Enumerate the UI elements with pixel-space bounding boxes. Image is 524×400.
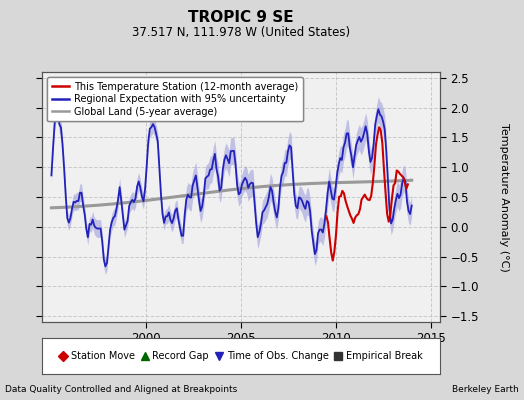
Text: TROPIC 9 SE: TROPIC 9 SE [188, 10, 294, 25]
Text: 37.517 N, 111.978 W (United States): 37.517 N, 111.978 W (United States) [132, 26, 350, 39]
Legend: This Temperature Station (12-month average), Regional Expectation with 95% uncer: This Temperature Station (12-month avera… [47, 77, 303, 122]
Text: Data Quality Controlled and Aligned at Breakpoints: Data Quality Controlled and Aligned at B… [5, 385, 237, 394]
Y-axis label: Temperature Anomaly (°C): Temperature Anomaly (°C) [498, 123, 508, 271]
Legend: Station Move, Record Gap, Time of Obs. Change, Empirical Break: Station Move, Record Gap, Time of Obs. C… [57, 348, 425, 364]
Text: Berkeley Earth: Berkeley Earth [452, 385, 519, 394]
